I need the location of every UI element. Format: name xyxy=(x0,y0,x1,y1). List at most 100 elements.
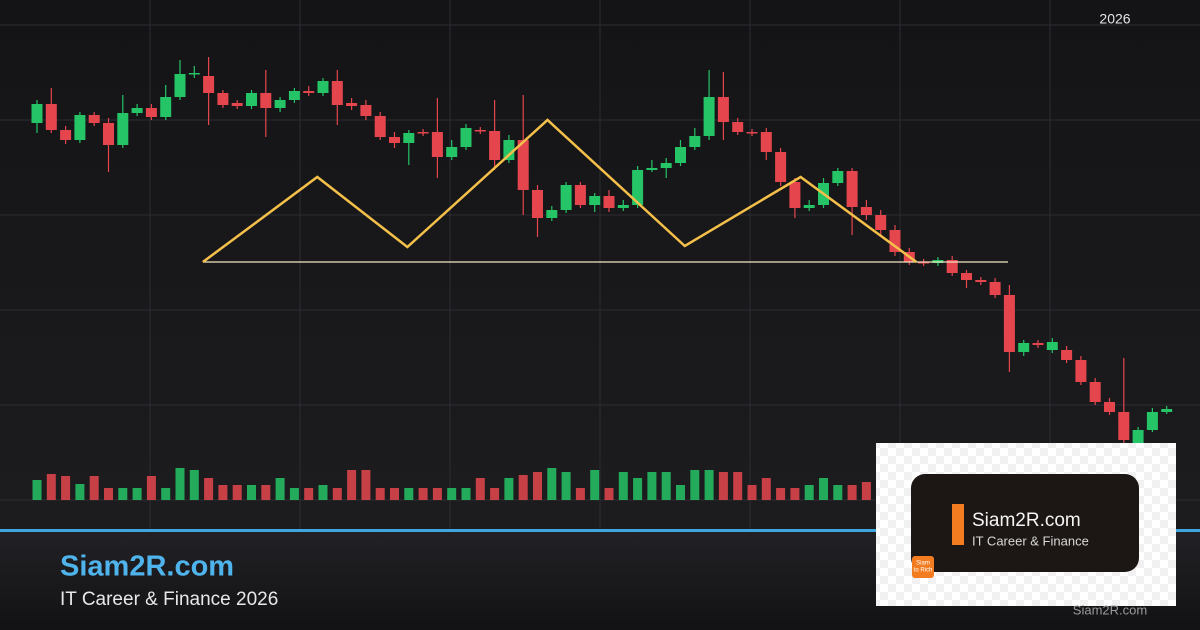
logo-subtitle: IT Career & Finance xyxy=(972,533,1089,548)
volume-bar xyxy=(518,475,528,500)
candle-body xyxy=(274,100,286,108)
candle-body xyxy=(1003,295,1015,352)
volume-bar xyxy=(776,488,786,500)
candle-body xyxy=(374,116,386,137)
volume-bar xyxy=(204,478,214,500)
candle-body xyxy=(918,262,930,264)
volume-bar xyxy=(633,478,643,500)
candle-body xyxy=(417,132,429,134)
candle-body xyxy=(103,123,114,145)
candle-body xyxy=(946,260,958,273)
candle-body xyxy=(145,108,157,117)
candle-body xyxy=(775,152,787,182)
candle-body xyxy=(760,132,772,152)
candle-body xyxy=(989,282,1001,295)
volume-bar xyxy=(833,485,843,500)
volume-bar xyxy=(490,488,500,500)
volume-bar xyxy=(104,488,113,500)
candle-body xyxy=(789,182,801,208)
candle-body xyxy=(60,130,72,140)
watermark: Siam2R.com xyxy=(1073,602,1147,617)
candle-body xyxy=(331,81,343,105)
volume-bar xyxy=(289,488,299,500)
pattern-line xyxy=(202,118,918,264)
logo-badge-text: to Rich xyxy=(914,568,933,574)
candle-body xyxy=(1146,412,1158,430)
logo: Siam2R.com IT Career & Finance Siam to R… xyxy=(876,443,1176,606)
volume-bar xyxy=(347,470,357,500)
candle-body xyxy=(303,91,315,93)
candle-body xyxy=(1161,409,1173,412)
volume-bar xyxy=(676,485,685,500)
volume-bar xyxy=(404,488,414,500)
logo-card xyxy=(911,474,1139,572)
logo-badge xyxy=(912,556,934,578)
volume-bar xyxy=(561,472,571,500)
volume-bar xyxy=(547,468,557,500)
candle-body xyxy=(574,185,586,205)
volume-bar xyxy=(704,470,714,500)
candle-body xyxy=(1104,402,1115,412)
volume-bar xyxy=(275,478,285,500)
candle-body xyxy=(131,108,143,113)
footer-rule xyxy=(0,529,1200,532)
candle-body xyxy=(1075,360,1087,382)
candle-body xyxy=(589,196,601,205)
volume-bar xyxy=(361,470,371,500)
volume-bar xyxy=(418,488,428,500)
candle-body xyxy=(460,128,472,147)
candle-body xyxy=(832,171,844,183)
volume-bar xyxy=(661,472,671,500)
volume-bar xyxy=(804,485,814,500)
candle-body xyxy=(546,210,558,218)
volume-bar xyxy=(504,478,514,500)
candle-body xyxy=(975,280,987,282)
volume-bar xyxy=(575,488,585,500)
footer-subtitle: IT Career & Finance 2026 xyxy=(60,589,278,610)
volume-bar xyxy=(618,472,628,500)
candle-body xyxy=(446,147,458,157)
volume-bar xyxy=(89,476,99,500)
volume-bar xyxy=(232,485,242,500)
candle-body xyxy=(431,132,443,157)
volume-bar xyxy=(847,485,857,500)
candle-body xyxy=(288,91,300,100)
volume-bar xyxy=(75,484,85,500)
candle-body xyxy=(117,113,129,145)
volume-bar xyxy=(690,470,700,500)
candle-body xyxy=(317,81,329,93)
candle-body xyxy=(203,76,215,93)
volume-bar xyxy=(318,485,328,500)
candle-body xyxy=(188,73,200,75)
candle-body xyxy=(517,140,529,190)
candle-body xyxy=(1061,350,1073,360)
candle-body xyxy=(646,168,658,170)
volume-bar xyxy=(46,474,56,500)
volume-bar xyxy=(861,482,871,500)
volume-bar xyxy=(432,488,442,500)
candle-body xyxy=(346,103,358,106)
candle-body xyxy=(246,93,257,106)
candle-body xyxy=(217,93,229,105)
volume-bar xyxy=(533,472,542,500)
candle-body xyxy=(632,170,644,205)
grid xyxy=(0,0,1200,530)
candle-body xyxy=(1032,343,1044,345)
candle-body xyxy=(560,185,572,210)
candle-body xyxy=(1118,412,1130,440)
candle-body xyxy=(503,140,515,160)
volume-bar xyxy=(332,488,342,500)
candle-body xyxy=(860,207,872,215)
volume-bar xyxy=(146,476,156,500)
candle-body xyxy=(1132,430,1144,445)
volume-bar xyxy=(819,478,828,500)
volume-bar xyxy=(461,488,471,500)
candle-body xyxy=(45,104,57,130)
volume-bar xyxy=(747,485,757,500)
candle-body xyxy=(532,190,543,218)
candle-body xyxy=(889,230,901,252)
candle-body xyxy=(174,74,186,97)
candle-body xyxy=(1046,342,1058,350)
logo-badge-text: Siam xyxy=(916,561,930,567)
